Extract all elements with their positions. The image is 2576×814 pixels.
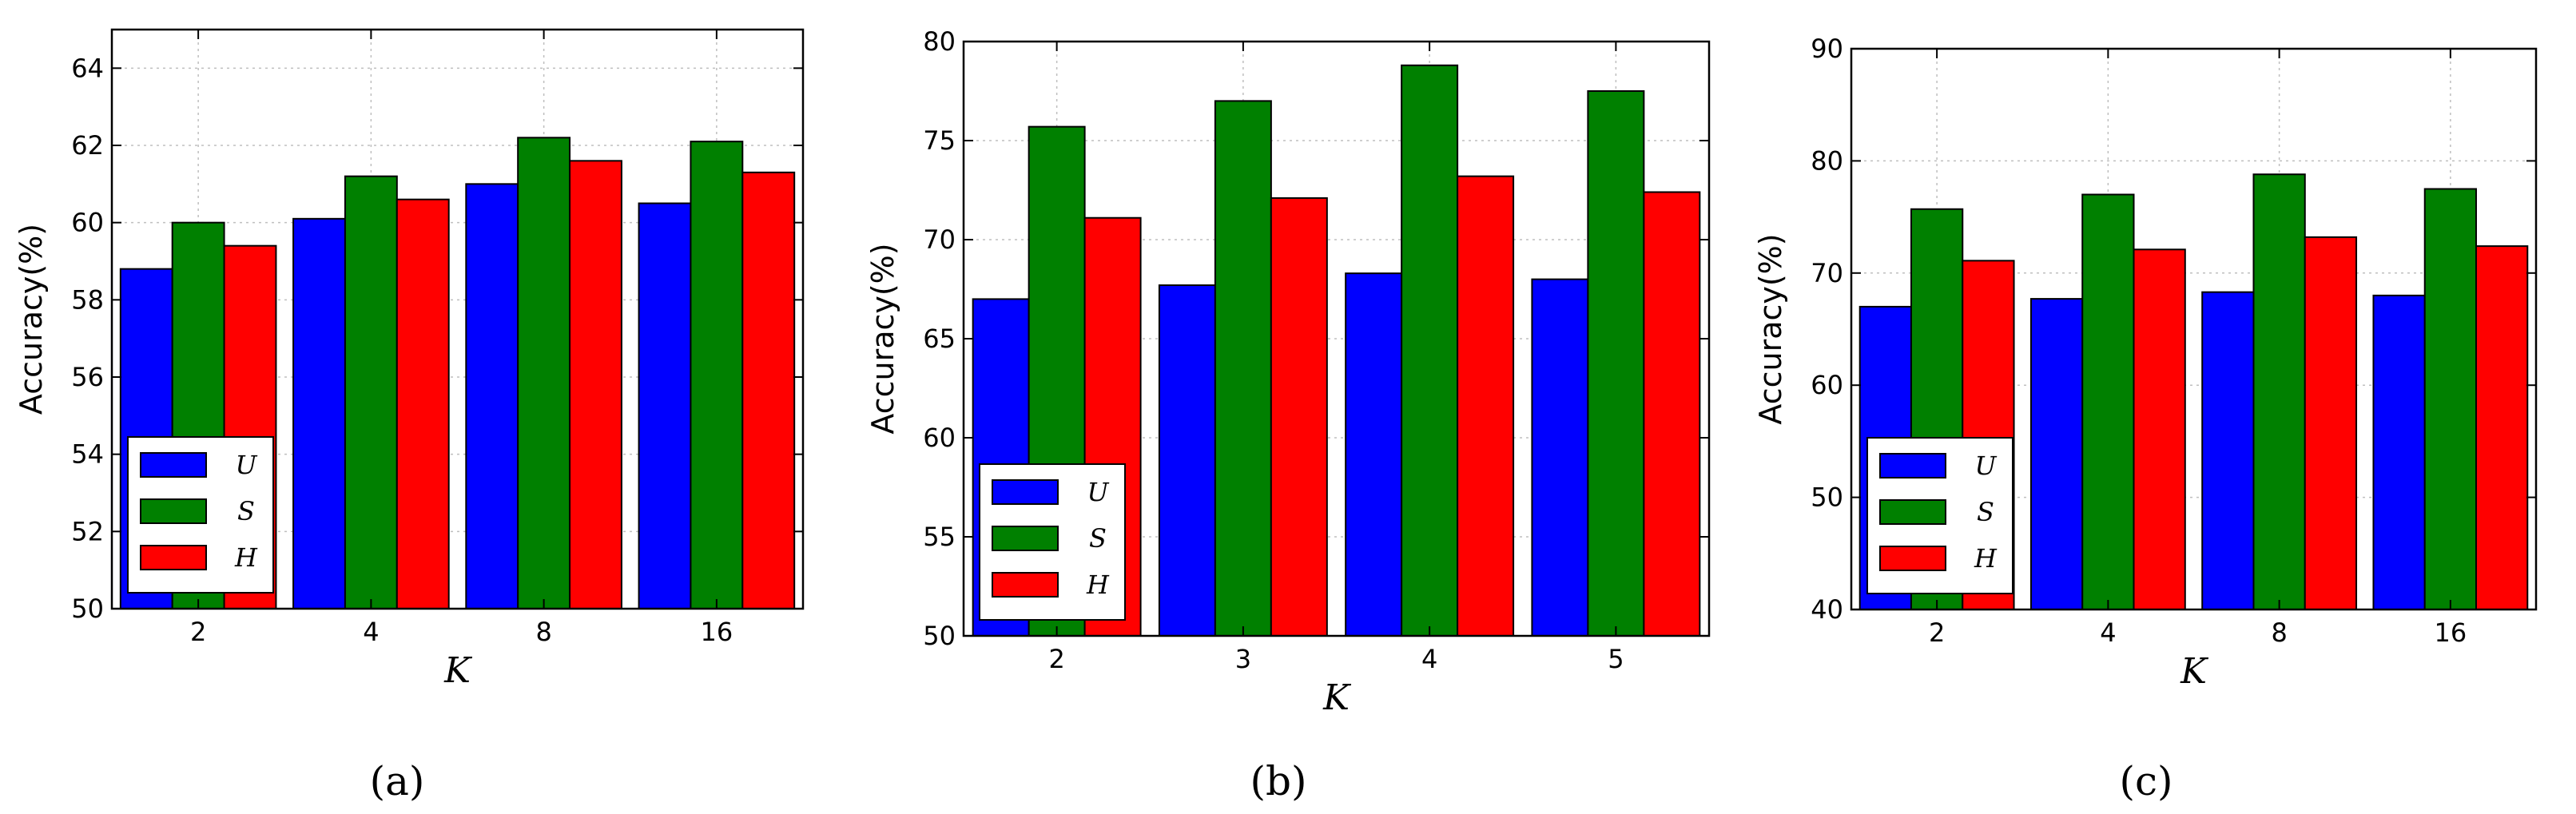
bar-u [1345,272,1403,637]
bar-u [1158,284,1216,637]
y-axis-label: Accuracy(%) [1753,233,1788,424]
legend-swatch-s [1879,499,1946,525]
chart-caption: (c) [2119,758,2173,804]
x-axis-label: K [1322,677,1351,718]
legend-label-u: U [1975,451,1998,481]
bar-u [2201,291,2255,610]
legend-label-s: S [1089,523,1107,554]
x-tick-label: 4 [363,617,379,647]
legend-swatch-u [140,452,207,478]
x-tick-label: 16 [2435,617,2467,648]
legend-label-u: U [1087,477,1110,507]
legend-label-s: S [237,496,255,526]
bar-s [1401,64,1459,637]
chart-caption: (a) [370,758,425,804]
y-tick-label: 70 [923,224,956,255]
bar-h [1457,175,1515,637]
bar-h [2304,236,2358,610]
legend-swatch-h [992,572,1059,598]
x-tick-label: 4 [2100,617,2116,648]
bar-h [396,198,450,610]
y-tick-label: 50 [923,621,956,651]
bar-h [569,160,622,610]
y-tick-label: 62 [71,130,104,161]
y-tick-label: 65 [923,324,956,354]
bar-h [741,171,796,610]
legend-swatch-s [992,526,1059,551]
legend: USH [127,436,274,594]
bar-h [1270,197,1328,637]
bar-u [292,217,346,610]
y-tick-label: 56 [71,362,104,392]
legend-swatch-s [140,498,207,524]
bar-u [638,202,692,610]
y-tick-label: 75 [923,125,956,156]
bar-u [2029,298,2084,610]
bar-s [2252,173,2306,611]
bar-u [465,183,519,610]
x-tick-label: 3 [1235,644,1251,674]
y-tick-label: 80 [923,26,956,57]
bar-s [1214,100,1272,637]
bar-s [690,141,744,610]
plot-frame [1850,47,2538,611]
y-axis-label: Accuracy(%) [14,224,49,415]
y-tick-label: 90 [1811,34,1843,64]
bar-s [2081,193,2135,610]
y-tick-label: 58 [71,284,104,315]
bar-s [1587,90,1645,637]
legend-swatch-h [1879,546,1946,571]
y-tick-label: 52 [71,516,104,546]
bar-h [2133,248,2186,610]
y-tick-label: 60 [1811,370,1843,400]
bar-h [2475,245,2529,610]
chart-a: 50 52 54 56 58 60 62 64 2 4 8 16 Accuracy(%) K USH (a) [14,28,805,804]
x-tick-label: 5 [1608,644,1624,674]
legend-label-h: H [1974,543,1998,574]
y-tick-label: 55 [923,522,956,552]
legend: USH [1866,437,2013,594]
x-tick-label: 4 [1421,644,1437,674]
bars [1858,173,2529,611]
y-tick-label: 40 [1811,594,1843,625]
bar-s [344,175,398,610]
chart-caption: (b) [1250,758,1306,804]
y-tick-label: 50 [71,594,104,624]
bar-u [1531,278,1589,637]
bar-u [2372,294,2426,610]
legend-swatch-u [1879,453,1946,478]
chart-c: 40 50 60 70 80 90 2 4 8 16 Accuracy(%) K USH (c) [1753,34,2538,804]
x-axis-label: K [443,650,472,691]
x-tick-label: 16 [701,617,733,647]
chart-b: 50 55 60 65 70 75 80 2 3 4 5 Accuracy(%) K USH (b) [865,26,1711,804]
x-tick-label: 8 [2271,617,2287,648]
legend-swatch-u [992,479,1059,505]
bar-h [1643,191,1701,637]
x-tick-label: 2 [1929,617,1945,648]
y-tick-label: 50 [1811,482,1843,513]
x-axis-label: K [2180,651,2208,692]
y-tick-label: 54 [71,439,104,470]
y-tick-label: 80 [1811,145,1843,176]
legend-label-h: H [1086,570,1110,600]
legend-swatch-h [140,545,207,570]
y-axis-label: Accuracy(%) [865,243,900,434]
y-tick-label: 64 [71,53,104,83]
plot-frame [110,28,805,610]
bar-s [517,137,571,610]
legend-label-h: H [234,542,258,573]
legend: USH [979,463,1126,621]
y-tick-label: 70 [1811,258,1843,288]
y-tick-label: 60 [923,423,956,453]
x-tick-label: 2 [1048,644,1064,674]
x-tick-label: 8 [535,617,551,647]
legend-label-s: S [1977,497,1994,527]
y-tick-label: 60 [71,208,104,238]
legend-label-u: U [236,450,258,480]
bar-s [2423,188,2478,610]
x-tick-label: 2 [190,617,206,647]
